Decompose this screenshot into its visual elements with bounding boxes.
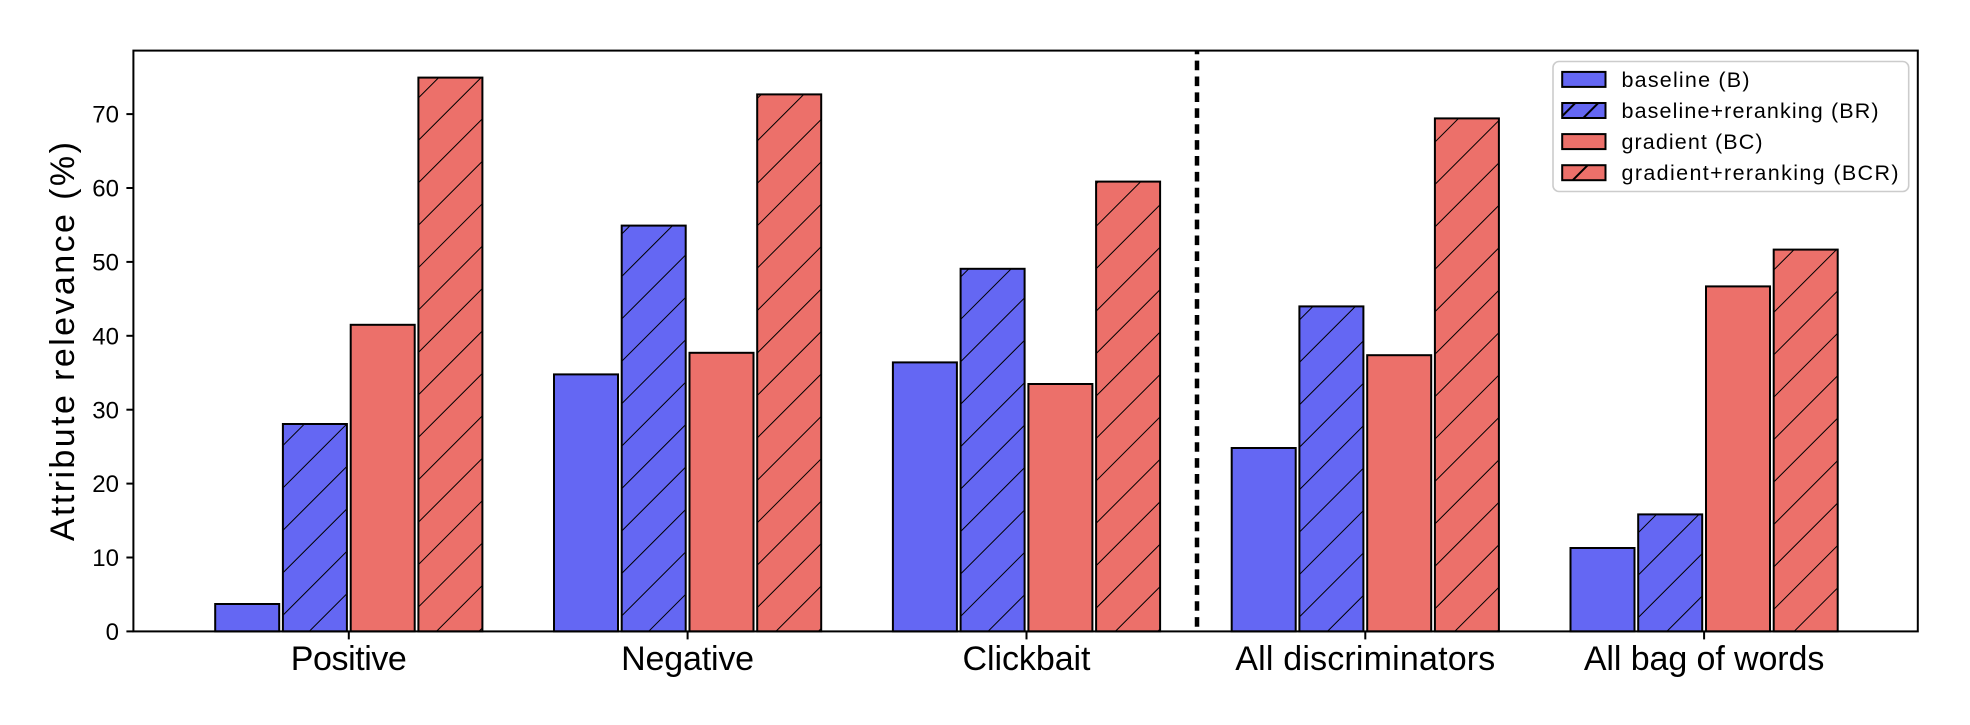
svg-text:gradient+reranking (BCR): gradient+reranking (BCR) <box>1622 161 1899 185</box>
svg-text:60: 60 <box>92 176 119 203</box>
svg-text:70: 70 <box>92 102 119 129</box>
svg-text:Positive: Positive <box>291 640 407 678</box>
svg-text:10: 10 <box>92 545 119 572</box>
svg-text:gradient (BC): gradient (BC) <box>1622 130 1763 154</box>
svg-text:Clickbait: Clickbait <box>963 640 1092 678</box>
svg-text:30: 30 <box>92 397 119 424</box>
svg-text:50: 50 <box>92 250 119 277</box>
svg-text:0: 0 <box>106 619 119 646</box>
svg-text:Attribute relevance (%): Attribute relevance (%) <box>44 142 82 541</box>
svg-text:40: 40 <box>92 323 119 350</box>
svg-text:20: 20 <box>92 471 119 498</box>
svg-text:baseline+reranking (BR): baseline+reranking (BR) <box>1622 99 1879 123</box>
svg-text:All discriminators: All discriminators <box>1235 640 1495 678</box>
svg-text:All bag of words: All bag of words <box>1584 640 1825 678</box>
svg-text:Negative: Negative <box>621 640 754 678</box>
svg-text:baseline (B): baseline (B) <box>1622 68 1750 92</box>
